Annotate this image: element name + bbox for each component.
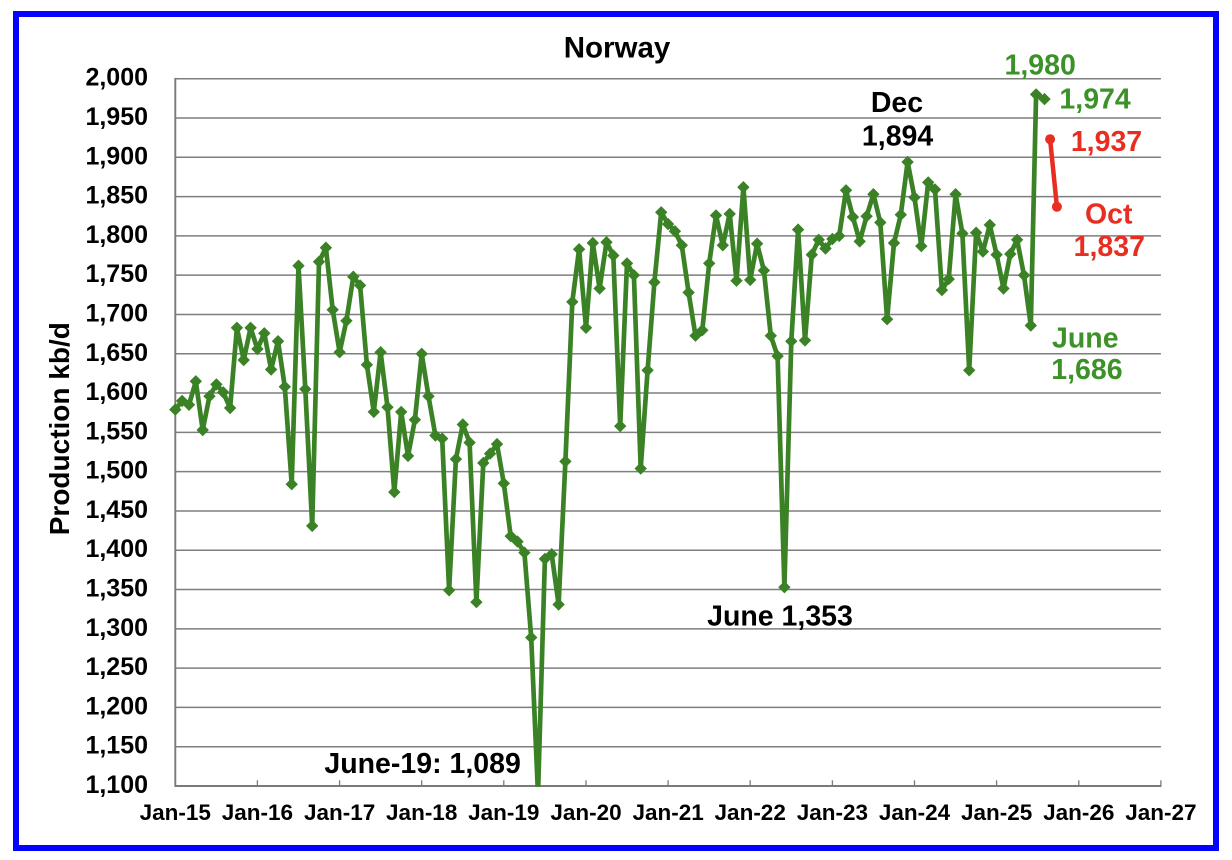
svg-text:June: June [1052,322,1119,354]
svg-text:Jan-27: Jan-27 [1125,800,1196,825]
svg-text:1,850: 1,850 [85,182,148,210]
svg-text:Dec: Dec [871,87,923,119]
svg-text:1,450: 1,450 [85,496,148,524]
svg-text:1,550: 1,550 [85,417,148,445]
svg-text:Norway: Norway [564,32,671,65]
svg-text:1,100: 1,100 [85,771,148,799]
svg-text:June 1,353: June 1,353 [707,601,853,633]
svg-text:1,980: 1,980 [1005,49,1076,81]
svg-text:1,600: 1,600 [85,378,148,406]
svg-text:1,900: 1,900 [85,142,148,170]
svg-text:1,350: 1,350 [85,575,148,603]
svg-text:1,837: 1,837 [1074,231,1145,263]
svg-text:1,400: 1,400 [85,535,148,563]
svg-text:1,250: 1,250 [85,653,148,681]
svg-text:1,800: 1,800 [85,221,148,249]
svg-text:1,500: 1,500 [85,457,148,485]
svg-text:Jan-20: Jan-20 [550,800,621,825]
svg-text:Jan-17: Jan-17 [304,800,375,825]
svg-text:1,200: 1,200 [85,692,148,720]
svg-text:1,950: 1,950 [85,103,148,131]
svg-text:Jan-21: Jan-21 [632,800,703,825]
svg-text:2,000: 2,000 [85,64,148,92]
svg-text:Jan-26: Jan-26 [1043,800,1114,825]
svg-text:Jan-22: Jan-22 [715,800,786,825]
svg-text:1,750: 1,750 [85,260,148,288]
svg-text:1,894: 1,894 [862,121,933,153]
svg-text:Jan-18: Jan-18 [386,800,457,825]
svg-text:1,650: 1,650 [85,339,148,367]
svg-text:1,300: 1,300 [85,614,148,642]
svg-text:Jan-24: Jan-24 [879,800,951,825]
svg-text:June-19: 1,089: June-19: 1,089 [324,748,520,780]
svg-text:Jan-23: Jan-23 [797,800,868,825]
svg-text:Oct: Oct [1085,198,1133,230]
svg-text:1,150: 1,150 [85,732,148,760]
svg-text:Jan-16: Jan-16 [222,800,293,825]
svg-text:Jan-19: Jan-19 [468,800,539,825]
svg-text:Production kb/d: Production kb/d [44,322,75,535]
svg-text:Jan-15: Jan-15 [140,800,211,825]
svg-text:1,937: 1,937 [1071,126,1142,158]
svg-text:1,974: 1,974 [1059,84,1130,116]
svg-text:Jan-25: Jan-25 [961,800,1032,825]
svg-text:1,700: 1,700 [85,300,148,328]
svg-text:1,686: 1,686 [1051,354,1122,386]
